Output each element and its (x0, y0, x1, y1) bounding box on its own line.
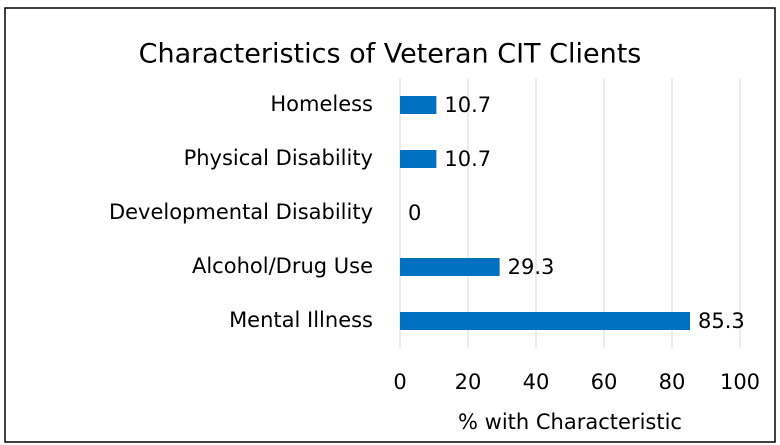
y-tick-label: Mental Illness (229, 308, 373, 332)
x-tick-label: 100 (720, 370, 760, 394)
y-tick-label: Physical Disability (184, 146, 373, 170)
value-label: 10.7 (444, 147, 491, 171)
x-tick-label: 80 (659, 370, 686, 394)
x-tick-label: 0 (393, 370, 406, 394)
bar (400, 150, 437, 168)
x-tick-label: 40 (523, 370, 550, 394)
y-tick-label: Alcohol/Drug Use (192, 254, 373, 278)
y-tick-label: Homeless (270, 92, 373, 116)
value-label: 29.3 (508, 255, 555, 279)
chart-title: Characteristics of Veteran CIT Clients (139, 39, 642, 70)
y-tick-label: Developmental Disability (109, 200, 373, 224)
x-tick-label: 20 (455, 370, 482, 394)
x-axis-label: % with Characteristic (458, 410, 682, 434)
bar (400, 96, 437, 114)
value-label: 85.3 (698, 309, 745, 333)
bar (400, 312, 691, 330)
value-label: 0 (408, 201, 421, 225)
x-tick-label: 60 (591, 370, 618, 394)
bar (400, 258, 500, 276)
chart-border (4, 7, 776, 443)
value-label: 10.7 (444, 93, 491, 117)
